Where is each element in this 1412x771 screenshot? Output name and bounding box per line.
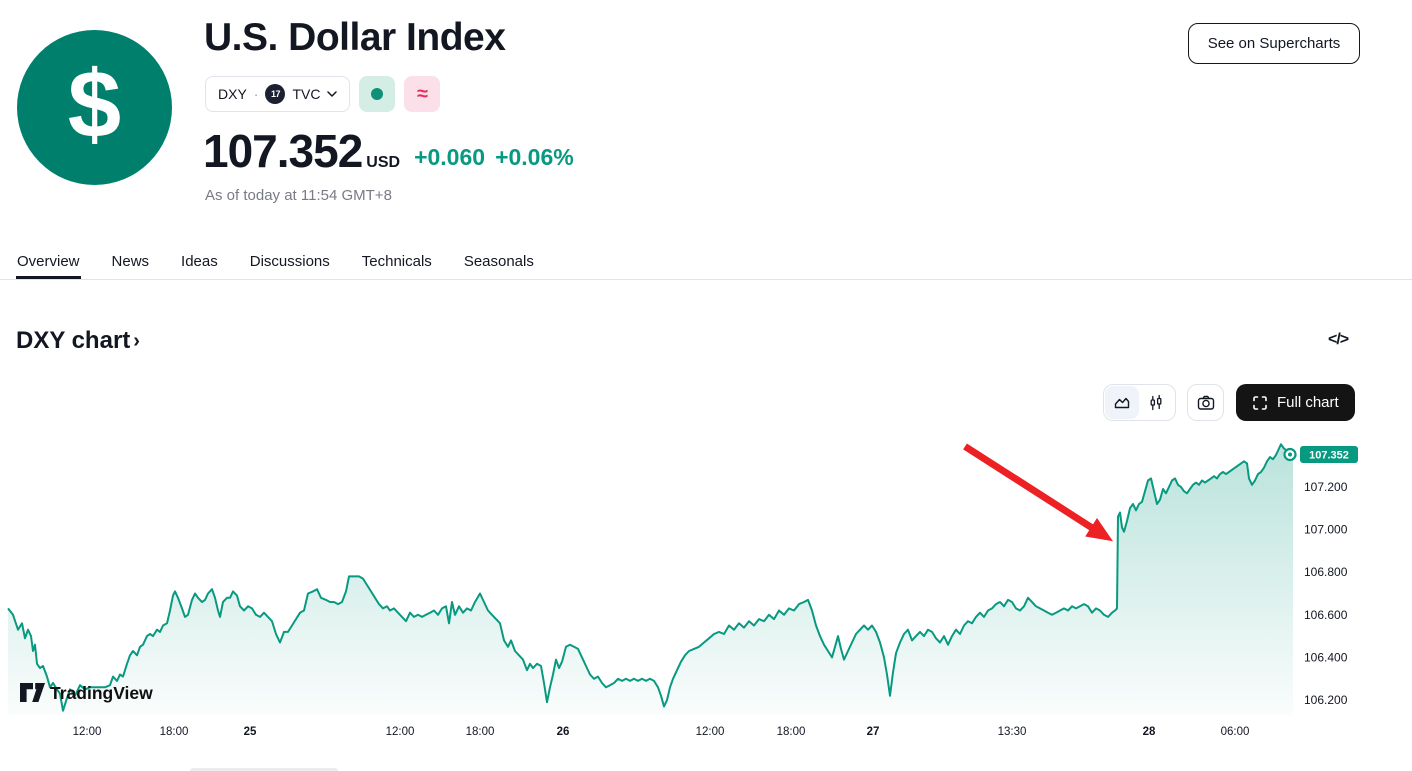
market-open-indicator[interactable] [359,76,396,112]
last-price: 107.352 [203,125,363,177]
time-axis-label: 12:00 [696,726,725,738]
candlestick-icon [1150,394,1162,410]
svg-text:107.352: 107.352 [1309,449,1349,461]
time-axis-label: 27 [867,726,880,738]
dollar-sign-icon: $ [67,50,122,158]
time-axis-label: 06:00 [1221,726,1250,738]
time-axis-label: 12:00 [386,726,415,738]
price-line [7,443,1294,712]
fullscreen-icon [1253,395,1267,410]
symbol-row: DXY · 17 TVC ≈ [205,76,441,112]
time-axis-label: 18:00 [160,726,189,738]
area-chart-icon [1114,397,1130,408]
time-axis-label: 28 [1143,726,1156,738]
chart-toolbar: Full chart [1103,384,1355,421]
tab-bar: Overview News Ideas Discussions Technicals Se… [0,243,1412,280]
tab-overview[interactable]: Overview [16,243,81,279]
section-title[interactable]: DXY chart › [16,327,140,354]
tab-ideas[interactable]: Ideas [180,243,219,279]
page-title: U.S. Dollar Index [204,16,506,59]
embed-code-icon[interactable]: </> [1328,331,1349,348]
change-absolute: +0.060 [414,144,486,170]
area-fill [8,444,1293,715]
dxy-area-chart: TradingView 107.200 107.000 106.800 106.600 1… [7,443,1358,738]
exchange-code: TVC [292,86,321,102]
camera-icon [1197,395,1214,410]
asset-logo: $ [17,30,172,185]
tab-news[interactable]: News [111,243,151,279]
candles-chart-type-button[interactable] [1139,386,1173,419]
as-of-timestamp: As of today at 11:54 GMT+8 [205,187,392,204]
annotation-arrowhead [1085,518,1113,542]
separator-dot: · [253,86,259,102]
price-change: +0.060 +0.06% [414,144,574,171]
time-axis-label: 12:00 [73,726,102,738]
svg-text:TradingView: TradingView [50,683,153,703]
symbol-selector[interactable]: DXY · 17 TVC [205,76,351,112]
symbol-code: DXY [218,86,247,102]
market-open-dot-icon [371,88,384,100]
chevron-right-icon: › [133,330,140,352]
next-section-edge [190,768,338,771]
time-axis-label: 26 [557,726,570,738]
price-axis-label: 107.000 [1304,523,1348,537]
price-axis-label: 106.600 [1304,608,1348,622]
price-row: 107.352 USD +0.060 +0.06% [203,128,574,174]
price-axis-label: 107.200 [1304,480,1348,494]
exchange-logo-icon: 17 [265,84,286,104]
change-percent: +0.06% [495,144,574,170]
see-on-supercharts-button[interactable]: See on Supercharts [1188,23,1360,64]
delayed-data-indicator[interactable]: ≈ [404,76,441,112]
time-axis-label: 18:00 [777,726,806,738]
currency-label: USD [366,154,401,171]
time-axis-label: 18:00 [466,726,495,738]
price-axis-label: 106.400 [1304,650,1348,664]
time-axis-label: 13:30 [998,726,1027,738]
approx-icon: ≈ [416,82,428,105]
area-chart-type-button[interactable] [1105,386,1139,419]
full-chart-button[interactable]: Full chart [1236,384,1355,421]
price-axis-label: 106.200 [1304,693,1348,707]
tab-discussions[interactable]: Discussions [249,243,331,279]
last-price-label [1300,446,1358,463]
chart-type-switcher [1103,384,1176,421]
dxy-chart[interactable]: TradingView 107.200 107.000 106.800 106.600 1… [0,440,1412,771]
annotation-arrow [963,443,1097,533]
chevron-down-icon [327,91,338,97]
time-axis-label: 25 [244,726,257,738]
tab-seasonals[interactable]: Seasonals [463,243,535,279]
tradingview-watermark: TradingView [20,683,153,703]
price-axis-label: 106.800 [1304,565,1348,579]
snapshot-button[interactable] [1187,384,1224,421]
tab-technicals[interactable]: Technicals [361,243,433,279]
